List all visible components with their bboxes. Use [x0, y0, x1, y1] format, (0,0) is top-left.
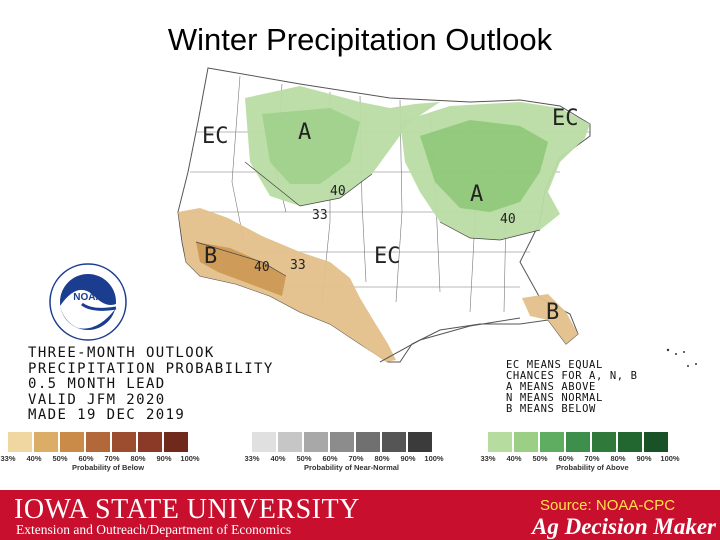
label-ec-northeast: EC	[552, 106, 579, 131]
above-scale-tick: 100%	[660, 454, 680, 463]
label-b-florida: B	[546, 300, 560, 325]
below-region-southwest-core	[196, 242, 286, 296]
above-scale-tick: 33%	[480, 454, 496, 463]
outlook-info-block: THREE-MONTH OUTLOOK PRECIPITATION PROBABI…	[28, 345, 274, 424]
below-scale-tick: 50%	[52, 454, 68, 463]
below-scale-tick: 33%	[0, 454, 16, 463]
contour-lines	[195, 161, 541, 277]
below-scale-tick: 100%	[180, 454, 200, 463]
slide-title: Winter Precipitation Outlook	[167, 22, 553, 57]
outlook-line: 0.5 MONTH LEAD	[28, 376, 166, 392]
normal-scale-tick: 33%	[244, 454, 260, 463]
normal-scale-tick: 80%	[374, 454, 390, 463]
above-scale-swatch	[592, 432, 616, 452]
outlook-line: MADE 19 DEC 2019	[28, 407, 186, 423]
above-scale-tick: 70%	[584, 454, 600, 463]
below-scale-swatch	[112, 432, 136, 452]
above-scale-swatch	[566, 432, 590, 452]
label-a-east: A	[470, 182, 484, 207]
label-b-west: B	[204, 244, 218, 269]
label-contour-33-west: 33	[290, 258, 306, 273]
normal-scale-swatch	[252, 432, 276, 452]
label-ec-west: EC	[202, 124, 229, 149]
above-scale-tick: 60%	[558, 454, 574, 463]
above-scale-tick: 50%	[532, 454, 548, 463]
noaa-logo-text: NOAA	[73, 292, 102, 303]
below-scale-swatch	[164, 432, 188, 452]
above-scale-tick: 40%	[506, 454, 522, 463]
label-contour-33-north: 33	[312, 208, 328, 223]
legend-line: N MEANS NORMAL	[506, 392, 603, 404]
below-scale-tick: 70%	[104, 454, 120, 463]
below-scale-tick: 90%	[156, 454, 172, 463]
below-scale-swatch	[138, 432, 162, 452]
department-name: Extension and Outreach/Department of Eco…	[16, 522, 292, 537]
outlook-line: VALID JFM 2020	[28, 391, 166, 408]
territory-marks	[666, 348, 697, 367]
outlook-line: PRECIPITATION PROBABILITY	[28, 360, 274, 377]
normal-scale-caption: Probability of Near-Normal	[304, 463, 400, 472]
precipitation-outlook-map: NOAA	[0, 62, 720, 490]
normal-scale-swatch	[330, 432, 354, 452]
below-scale-swatch	[60, 432, 84, 452]
label-a-north: A	[298, 120, 312, 145]
label-contour-40-north: 40	[330, 184, 346, 199]
above-scale-caption: Probability of Above	[556, 463, 629, 472]
legend-line: EC MEANS EQUAL	[506, 359, 603, 371]
university-name: IOWA STATE UNIVERSITY	[14, 494, 360, 525]
below-scale-caption: Probability of Below	[72, 463, 145, 472]
normal-scale-swatch	[408, 432, 432, 452]
label-ec-south: EC	[374, 244, 401, 269]
legend-line: B MEANS BELOW	[506, 403, 596, 415]
below-region-florida	[522, 294, 578, 344]
below-scale-swatch	[34, 432, 58, 452]
normal-scale-tick: 100%	[424, 454, 444, 463]
label-contour-40-east: 40	[500, 212, 516, 227]
normal-scale-swatch	[278, 432, 302, 452]
below-scale-tick: 40%	[26, 454, 42, 463]
noaa-logo: NOAA	[49, 263, 127, 341]
below-scale-tick: 80%	[130, 454, 146, 463]
legend-line: A MEANS ABOVE	[506, 381, 596, 393]
above-scale-swatch	[514, 432, 538, 452]
below-region-southwest	[178, 208, 396, 362]
source-credit: Source: NOAA-CPC	[540, 497, 676, 514]
normal-scale-tick: 70%	[348, 454, 364, 463]
outlook-line: THREE-MONTH OUTLOOK	[28, 345, 215, 361]
above-scale-swatch	[488, 432, 512, 452]
normal-scale-swatch	[304, 432, 328, 452]
normal-scale-tick: 40%	[270, 454, 286, 463]
below-scale-swatch	[8, 432, 32, 452]
normal-scale-swatch	[382, 432, 406, 452]
brand-name: Ag Decision Maker	[532, 514, 716, 539]
above-scale-tick: 90%	[636, 454, 652, 463]
label-contour-40-west: 40	[254, 260, 270, 275]
above-scale-swatch	[644, 432, 668, 452]
above-scale-swatch	[618, 432, 642, 452]
footer-bar	[0, 490, 720, 540]
normal-scale-tick: 60%	[322, 454, 338, 463]
normal-scale-tick: 50%	[296, 454, 312, 463]
below-scale-tick: 60%	[78, 454, 94, 463]
legend-line: CHANCES FOR A, N, B	[506, 370, 638, 382]
above-region-north-core	[262, 108, 360, 184]
above-scale-tick: 80%	[610, 454, 626, 463]
below-scale-swatch	[86, 432, 110, 452]
normal-scale-swatch	[356, 432, 380, 452]
normal-scale-tick: 90%	[400, 454, 416, 463]
above-region-east-core	[420, 120, 548, 212]
above-scale-swatch	[540, 432, 564, 452]
